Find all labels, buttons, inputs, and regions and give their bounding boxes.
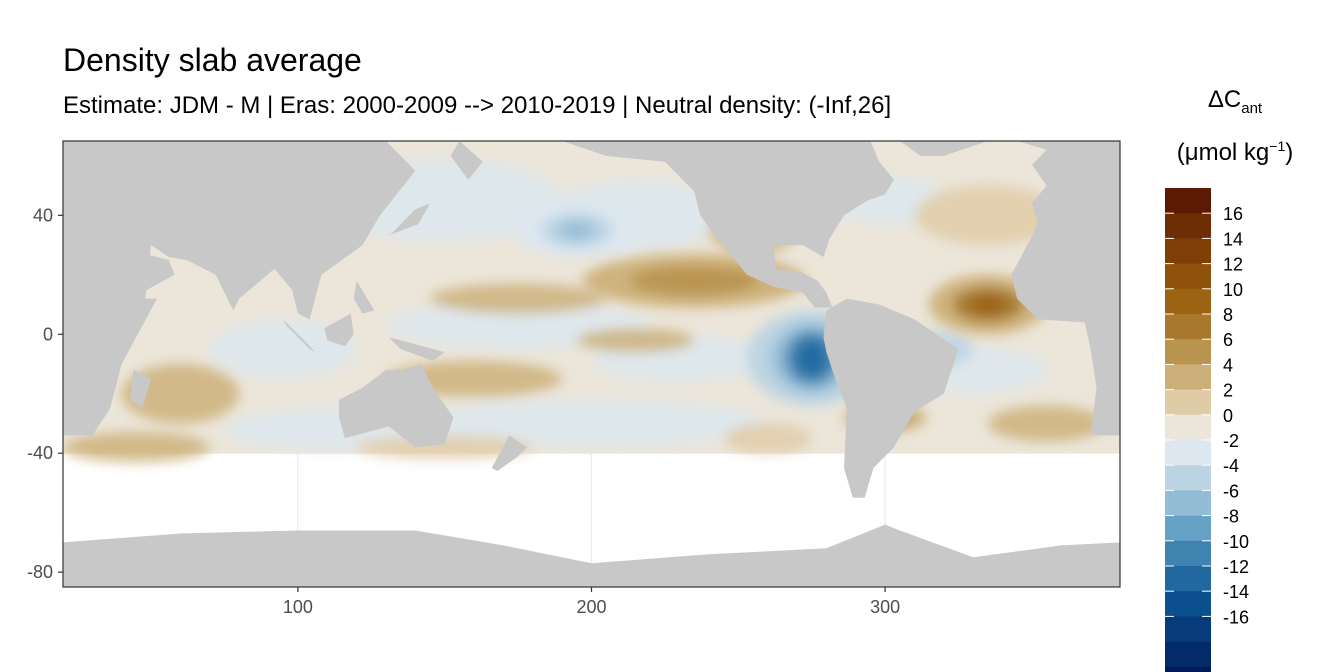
legend-label: 16: [1223, 204, 1243, 224]
colorbar-step: [1165, 389, 1211, 416]
colorbar-step: [1165, 641, 1211, 668]
legend-label: 2: [1223, 381, 1233, 401]
legend-unit-suffix: ): [1285, 139, 1294, 166]
ocean-patch: [356, 435, 533, 460]
legend-label: -10: [1223, 532, 1249, 552]
legend-label: 8: [1223, 305, 1233, 325]
land-eurasia: [115, 141, 416, 320]
anomaly-tropical-north-atlantic: [970, 295, 1006, 314]
y-tick-label: -40: [27, 443, 53, 463]
x-tick-label: 100: [283, 597, 313, 617]
land-mask: [63, 141, 1120, 587]
colorbar-step: [1165, 540, 1211, 567]
legend-title-sub: ant: [1241, 99, 1263, 117]
land-kamchatka: [450, 141, 483, 180]
land-antarctica: [63, 524, 1120, 587]
ocean-patch: [723, 423, 812, 454]
ocean-patch: [430, 283, 607, 314]
land-australia: [339, 364, 454, 448]
chart-subtitle: Estimate: JDM - M | Eras: 2000-2009 --> …: [63, 92, 892, 119]
land-europe-africa-west: [1011, 141, 1120, 436]
ocean-patch: [63, 432, 210, 463]
land-japan: [386, 203, 430, 237]
colorbar-step: [1165, 188, 1211, 214]
ocean-patch: [209, 319, 357, 379]
legend-unit-sup: −1: [1269, 138, 1286, 154]
legend-label: 6: [1223, 330, 1233, 350]
legend-title-main: ΔC: [1207, 86, 1242, 113]
ocean-patch: [121, 364, 240, 424]
legend-label: -8: [1223, 507, 1239, 527]
land-sumatra: [283, 319, 316, 353]
legend-label: -2: [1223, 431, 1239, 451]
colorbar-step: [1165, 515, 1211, 542]
land-arabia: [110, 245, 175, 296]
ocean-patch: [415, 399, 768, 448]
land-new-zealand: [491, 435, 527, 471]
x-tick-label: 200: [576, 597, 606, 617]
land-africa-east: [63, 141, 157, 436]
colorbar-step: [1165, 288, 1211, 315]
colorbar-step: [1165, 238, 1211, 264]
land-greenland: [899, 141, 988, 156]
anomaly-peru-upwelling: [797, 340, 827, 376]
colorbar-step: [1165, 566, 1211, 592]
legend-label: -12: [1223, 557, 1249, 577]
colorbar-step: [1165, 591, 1211, 617]
land-north-america: [562, 141, 894, 308]
colorbar-step: [1165, 616, 1211, 642]
colorbar-step: [1165, 263, 1211, 290]
y-tick-label: 0: [43, 324, 53, 344]
legend-label: 14: [1223, 229, 1243, 249]
colorbar-step: [1165, 339, 1211, 365]
colorbar-step: [1165, 490, 1211, 516]
anomaly-equatorial-pacific-north: [629, 265, 759, 296]
colorbar-step: [1165, 414, 1211, 441]
legend-label: 4: [1223, 355, 1233, 375]
x-tick-label: 300: [870, 597, 900, 617]
colorbar: 16 14 12 10 8 6 4 2 0 -2 -4 -6 -8 -10 -12 -14 -16: [1165, 188, 1249, 672]
legend-label: -4: [1223, 456, 1239, 476]
y-tick-label: -80: [27, 562, 53, 582]
land-borneo: [324, 313, 354, 347]
legend-title: ΔCant: [1160, 86, 1310, 117]
chart-title: Density slab average: [63, 42, 362, 78]
colorbar-step: [1165, 314, 1211, 340]
legend-label: -16: [1223, 607, 1249, 627]
colorbar-step: [1165, 440, 1211, 466]
colorbar-step: [1165, 213, 1211, 239]
ocean-patch: [576, 328, 695, 353]
legend-label: 0: [1223, 406, 1233, 426]
legend-label: 12: [1223, 255, 1243, 275]
land-madagascar: [130, 369, 152, 409]
colorbar-step: [1165, 666, 1211, 672]
legend-label: -14: [1223, 582, 1249, 602]
y-tick-label: 40: [33, 205, 53, 225]
ocean-patch: [914, 185, 1062, 246]
colorbar-step: [1165, 465, 1211, 491]
land-south-america: [823, 298, 959, 498]
land-philippines: [353, 280, 375, 314]
land-new-guinea: [388, 337, 445, 361]
legend-label: -6: [1223, 481, 1239, 501]
legend-unit: (μmol kg−1): [1160, 138, 1310, 167]
anomaly-mid-north-pacific: [559, 221, 595, 240]
colorbar-step: [1165, 364, 1211, 390]
legend-unit-prefix: (μmol kg: [1176, 139, 1270, 166]
legend-label: 10: [1223, 280, 1243, 300]
ocean-patch: [987, 405, 1106, 442]
